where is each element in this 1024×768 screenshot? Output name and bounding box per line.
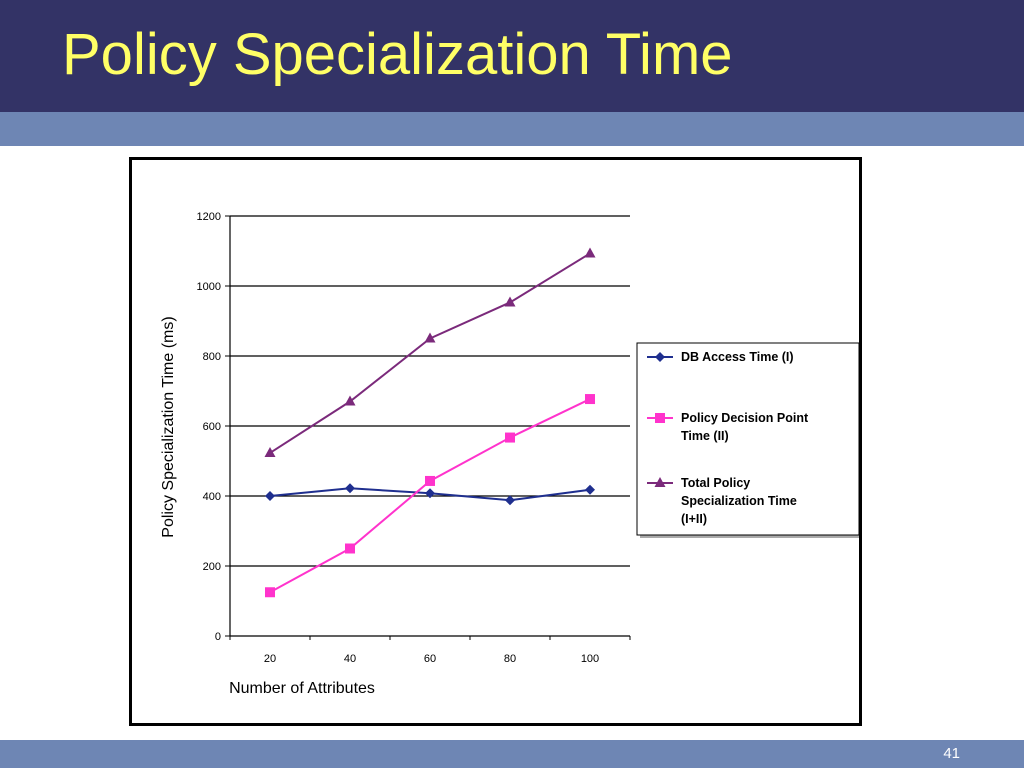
series-1 xyxy=(265,483,595,506)
legend-label: Specialization Time xyxy=(681,494,797,508)
data-point xyxy=(584,247,596,258)
data-point xyxy=(424,332,436,343)
footer-bar: 41 xyxy=(0,740,1024,768)
data-point xyxy=(345,543,355,554)
title-bar: Policy Specialization Time xyxy=(0,0,1024,112)
x-tick-label: 40 xyxy=(344,653,356,665)
chart-frame: 0 200 400 600 800 1000 1200 20 40 60 80 100 DB Acce… xyxy=(129,157,862,726)
y-tick-label: 400 xyxy=(203,491,221,503)
y-tick-label: 600 xyxy=(203,421,221,433)
y-tick-label: 1000 xyxy=(197,281,221,293)
data-point xyxy=(655,352,665,362)
data-point xyxy=(345,483,355,494)
series-3 xyxy=(264,247,596,457)
y-tick-label: 1200 xyxy=(197,211,221,223)
data-point xyxy=(344,395,356,406)
data-point xyxy=(505,432,515,443)
data-point xyxy=(585,484,595,495)
data-point xyxy=(654,477,666,487)
data-point xyxy=(265,587,275,598)
data-point xyxy=(425,475,435,486)
series-2 xyxy=(265,394,595,598)
data-point xyxy=(655,413,665,423)
y-axis-label: Policy Specialization Time (ms) xyxy=(160,316,177,537)
data-point xyxy=(264,446,276,457)
data-point xyxy=(425,488,435,499)
legend-label: Policy Decision Point xyxy=(681,411,809,425)
legend-box xyxy=(636,342,860,536)
series xyxy=(264,247,596,598)
legend-label: Total Policy xyxy=(681,476,750,490)
data-point xyxy=(585,394,595,405)
x-tick-label: 20 xyxy=(264,653,276,665)
y-tick-label: 0 xyxy=(215,631,221,643)
gridlines xyxy=(230,215,630,567)
y-tick-label: 200 xyxy=(203,561,221,573)
data-point xyxy=(505,495,515,506)
x-tick-label: 80 xyxy=(504,653,516,665)
y-tick-label: 800 xyxy=(203,351,221,363)
x-axis-label: Number of Attributes xyxy=(229,680,375,697)
line-chart: 0 200 400 600 800 1000 1200 20 40 60 80 100 DB Acce… xyxy=(160,211,862,697)
axes: 0 200 400 600 800 1000 1200 20 40 60 80 100 xyxy=(197,211,631,665)
data-point xyxy=(504,296,516,307)
page-number: 41 xyxy=(943,745,960,762)
data-point xyxy=(265,491,275,501)
legend-label: (I+II) xyxy=(681,512,707,526)
legend-label: Time (II) xyxy=(681,429,729,443)
x-tick-label: 60 xyxy=(424,653,436,665)
slide-title: Policy Specialization Time xyxy=(62,22,733,87)
title-accent-bar xyxy=(0,112,1024,146)
legend-label: DB Access Time (I) xyxy=(681,350,794,364)
legend: DB Access Time (I) Policy Decision Point T… xyxy=(636,342,862,538)
x-tick-label: 100 xyxy=(581,653,599,665)
